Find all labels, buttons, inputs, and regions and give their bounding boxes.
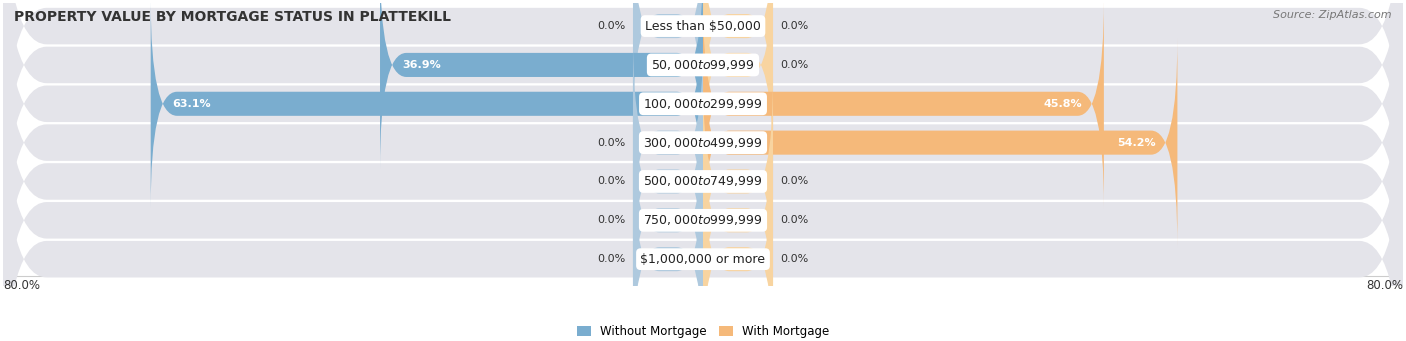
FancyBboxPatch shape <box>633 38 703 247</box>
FancyBboxPatch shape <box>3 83 1403 341</box>
Text: 0.0%: 0.0% <box>780 215 808 225</box>
Text: $1,000,000 or more: $1,000,000 or more <box>641 253 765 266</box>
FancyBboxPatch shape <box>633 0 703 131</box>
Text: $300,000 to $499,999: $300,000 to $499,999 <box>644 136 762 150</box>
FancyBboxPatch shape <box>703 0 773 131</box>
Text: 0.0%: 0.0% <box>780 254 808 264</box>
Text: $100,000 to $299,999: $100,000 to $299,999 <box>644 97 762 111</box>
FancyBboxPatch shape <box>3 0 1403 280</box>
Text: 0.0%: 0.0% <box>598 138 626 148</box>
Text: 36.9%: 36.9% <box>402 60 440 70</box>
FancyBboxPatch shape <box>703 77 773 286</box>
Text: 0.0%: 0.0% <box>598 177 626 187</box>
FancyBboxPatch shape <box>633 116 703 325</box>
Text: 45.8%: 45.8% <box>1043 99 1083 109</box>
Text: Source: ZipAtlas.com: Source: ZipAtlas.com <box>1274 10 1392 20</box>
Text: $750,000 to $999,999: $750,000 to $999,999 <box>644 213 762 227</box>
Text: 80.0%: 80.0% <box>1367 279 1403 292</box>
Text: 63.1%: 63.1% <box>173 99 211 109</box>
Text: 0.0%: 0.0% <box>780 60 808 70</box>
Text: $50,000 to $99,999: $50,000 to $99,999 <box>651 58 755 72</box>
FancyBboxPatch shape <box>380 0 703 169</box>
FancyBboxPatch shape <box>703 116 773 325</box>
FancyBboxPatch shape <box>633 155 703 341</box>
FancyBboxPatch shape <box>3 0 1403 318</box>
Text: 80.0%: 80.0% <box>3 279 39 292</box>
FancyBboxPatch shape <box>703 38 1177 247</box>
Text: 0.0%: 0.0% <box>780 177 808 187</box>
FancyBboxPatch shape <box>3 44 1403 341</box>
Text: Less than $50,000: Less than $50,000 <box>645 19 761 33</box>
FancyBboxPatch shape <box>633 77 703 286</box>
FancyBboxPatch shape <box>703 0 1104 208</box>
Text: PROPERTY VALUE BY MORTGAGE STATUS IN PLATTEKILL: PROPERTY VALUE BY MORTGAGE STATUS IN PLA… <box>14 10 451 24</box>
Text: 0.0%: 0.0% <box>598 254 626 264</box>
Legend: Without Mortgage, With Mortgage: Without Mortgage, With Mortgage <box>572 321 834 341</box>
FancyBboxPatch shape <box>150 0 703 208</box>
FancyBboxPatch shape <box>3 5 1403 341</box>
FancyBboxPatch shape <box>703 0 773 169</box>
Text: 0.0%: 0.0% <box>598 215 626 225</box>
Text: 0.0%: 0.0% <box>598 21 626 31</box>
FancyBboxPatch shape <box>3 0 1403 241</box>
Text: 0.0%: 0.0% <box>780 21 808 31</box>
FancyBboxPatch shape <box>3 0 1403 202</box>
Text: 54.2%: 54.2% <box>1116 138 1156 148</box>
Text: $500,000 to $749,999: $500,000 to $749,999 <box>644 175 762 189</box>
FancyBboxPatch shape <box>703 155 773 341</box>
